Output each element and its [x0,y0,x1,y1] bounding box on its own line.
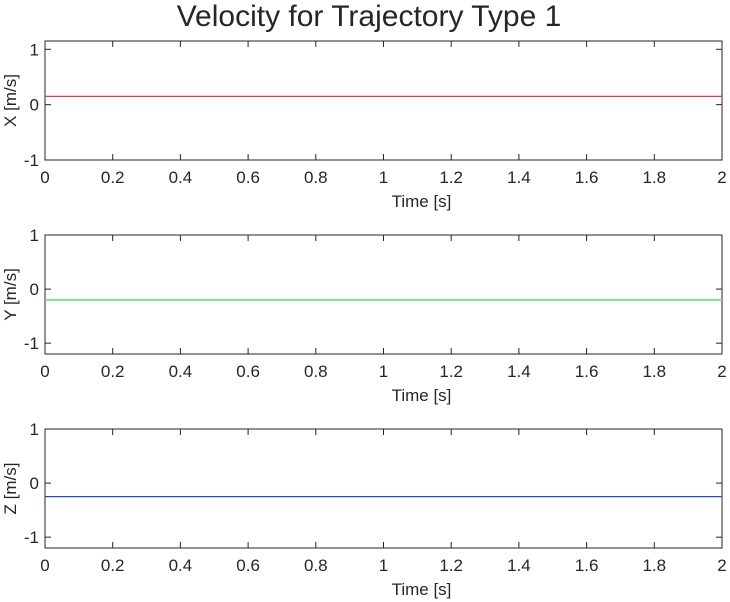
x-tick-label: 1.2 [439,168,463,187]
x-tick-label: 1.4 [507,556,531,575]
y-tick-label: 0 [30,280,39,299]
x-tick-label: 0.8 [304,556,328,575]
x-tick-label: 1.2 [439,556,463,575]
x-axis-label-y: Time [s] [392,386,452,405]
x-tick-label: 1 [379,556,388,575]
x-tick-label: 0.4 [169,168,193,187]
x-tick-label: 1.6 [575,168,599,187]
x-tick-label: 1.8 [642,362,666,381]
x-tick-label: 0.2 [101,168,125,187]
plot-area-z [44,428,723,549]
x-tick-label: 0 [40,168,49,187]
y-axis-label-x: X [m/s] [1,74,20,127]
x-tick-label: 0.8 [304,362,328,381]
y-tick-label: 0 [30,96,39,115]
x-tick-label: 0.4 [169,362,193,381]
x-axis-label-z: Time [s] [392,580,452,599]
x-tick-label: 1.2 [439,362,463,381]
x-axis-label-x: Time [s] [392,192,452,211]
x-tick-label: 0 [40,556,49,575]
x-tick-label: 2 [717,362,726,381]
x-tick-label: 1.6 [575,362,599,381]
figure-title: Velocity for Trajectory Type 1 [177,0,562,33]
plot-area-y [44,234,723,355]
x-tick-label: 1 [379,168,388,187]
y-axis-label-y: Y [m/s] [1,268,20,321]
y-tick-label: 1 [30,40,39,59]
x-tick-label: 1 [379,362,388,381]
x-tick-label: 0 [40,362,49,381]
x-tick-label: 0.2 [101,556,125,575]
y-tick-label: 1 [30,226,39,245]
y-tick-label: -1 [24,151,39,170]
plot-area-x [44,40,723,161]
x-tick-label: 1.4 [507,362,531,381]
x-tick-label: 1.6 [575,556,599,575]
y-tick-label: -1 [24,528,39,547]
x-tick-label: 0.2 [101,362,125,381]
x-tick-label: 1.4 [507,168,531,187]
y-tick-label: -1 [24,334,39,353]
x-tick-label: 0.6 [236,556,260,575]
y-tick-label: 0 [30,474,39,493]
x-tick-label: 1.8 [642,168,666,187]
x-tick-label: 2 [717,556,726,575]
x-tick-label: 2 [717,168,726,187]
y-axis-label-z: Z [m/s] [1,463,20,515]
x-tick-label: 0.6 [236,168,260,187]
x-tick-label: 0.4 [169,556,193,575]
x-tick-label: 0.6 [236,362,260,381]
y-tick-label: 1 [30,420,39,439]
x-tick-label: 1.8 [642,556,666,575]
x-tick-label: 0.8 [304,168,328,187]
